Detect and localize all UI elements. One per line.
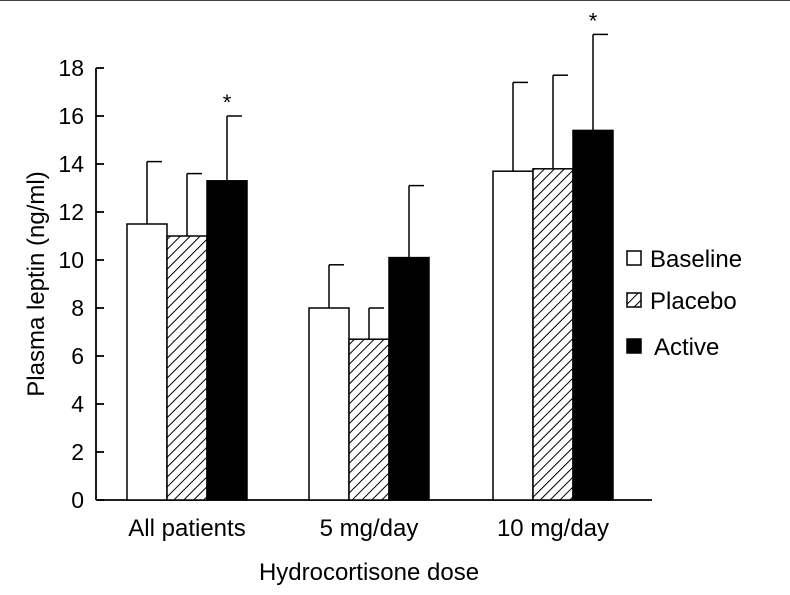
y-axis-title: Plasma leptin (ng/ml) bbox=[23, 171, 50, 396]
significance-marker: * bbox=[589, 8, 598, 33]
significance-marker: * bbox=[223, 90, 232, 115]
y-tick-label: 2 bbox=[71, 439, 84, 465]
legend-swatch-placebo bbox=[626, 292, 642, 308]
bar-placebo-1 bbox=[348, 338, 390, 501]
x-category-label: All patients bbox=[128, 515, 245, 542]
y-tick-label: 18 bbox=[58, 55, 84, 81]
bar-active-0 bbox=[206, 180, 248, 501]
y-tick-label: 4 bbox=[71, 391, 84, 417]
bar-active-2 bbox=[572, 129, 614, 501]
x-category-label: 10 mg/day bbox=[497, 515, 609, 542]
y-tick-label: 16 bbox=[58, 103, 84, 129]
y-tick-label: 0 bbox=[71, 487, 84, 513]
bar-active-1 bbox=[388, 256, 430, 501]
y-tick-label: 8 bbox=[71, 295, 84, 321]
y-tick-label: 12 bbox=[58, 199, 84, 225]
legend-label-active: Active bbox=[654, 334, 719, 361]
bar-placebo-0 bbox=[166, 235, 208, 501]
legend-swatch-baseline bbox=[626, 250, 642, 266]
bar-baseline-1 bbox=[308, 307, 350, 501]
x-category-label: 5 mg/day bbox=[320, 515, 419, 542]
bar-placebo-2 bbox=[532, 168, 574, 501]
legend-swatch-active bbox=[626, 338, 642, 354]
y-tick-label: 14 bbox=[58, 151, 84, 177]
legend: Baseline Placebo Active bbox=[626, 246, 742, 361]
y-tick-label: 10 bbox=[58, 247, 84, 273]
y-tick-label: 6 bbox=[71, 343, 84, 369]
x-axis-title: Hydrocortisone dose bbox=[259, 559, 479, 586]
plot-area: 0 2 4 6 8 10 12 14 16 18 All patients 5 mg/day 10 mg… bbox=[58, 8, 652, 542]
legend-label-placebo: Placebo bbox=[650, 288, 737, 315]
bar-baseline-0 bbox=[126, 223, 168, 501]
bar-baseline-2 bbox=[492, 170, 534, 501]
legend-label-baseline: Baseline bbox=[650, 246, 742, 273]
